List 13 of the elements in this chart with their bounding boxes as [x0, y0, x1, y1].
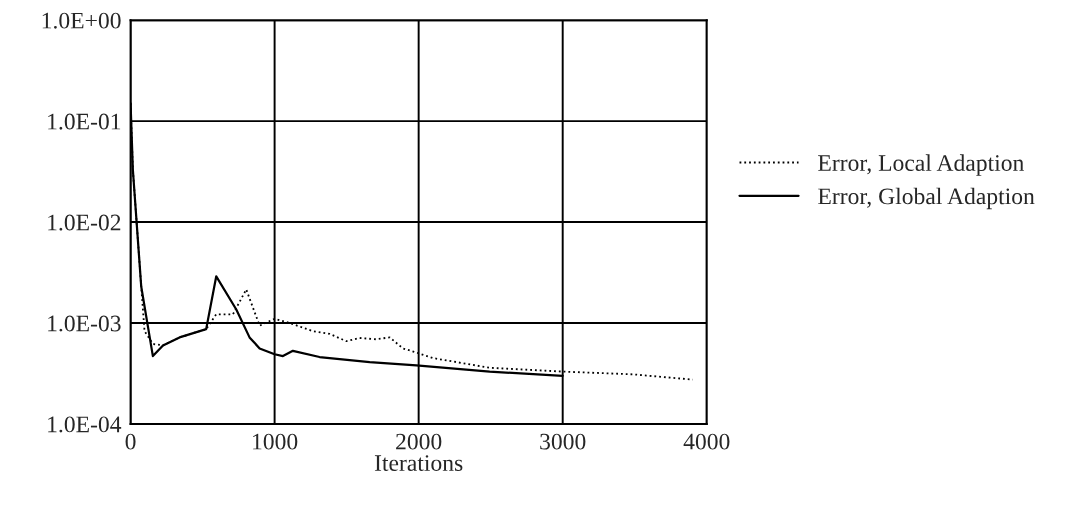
y-tick-label: 1.0E+00 — [42, 12, 121, 29]
x-tick-label: 2000 — [396, 433, 442, 450]
y-tick-label: 1.0E-02 — [48, 214, 121, 231]
y-tick-label: 1.0E-03 — [48, 315, 121, 332]
legend-label: Error, Local Adaption — [818, 154, 1024, 176]
y-tick-label: 1.0E-01 — [48, 113, 121, 130]
x-tick-label: 0 — [125, 433, 136, 450]
legend-label: Error, Global Adaption — [818, 187, 1035, 210]
x-tick-label: 1000 — [253, 433, 298, 450]
x-tick-label: 4000 — [683, 433, 730, 450]
x-axis-title: Iterations — [374, 455, 463, 471]
x-tick-label: 3000 — [540, 433, 586, 450]
y-tick-label: 1.0E-04 — [48, 416, 122, 433]
